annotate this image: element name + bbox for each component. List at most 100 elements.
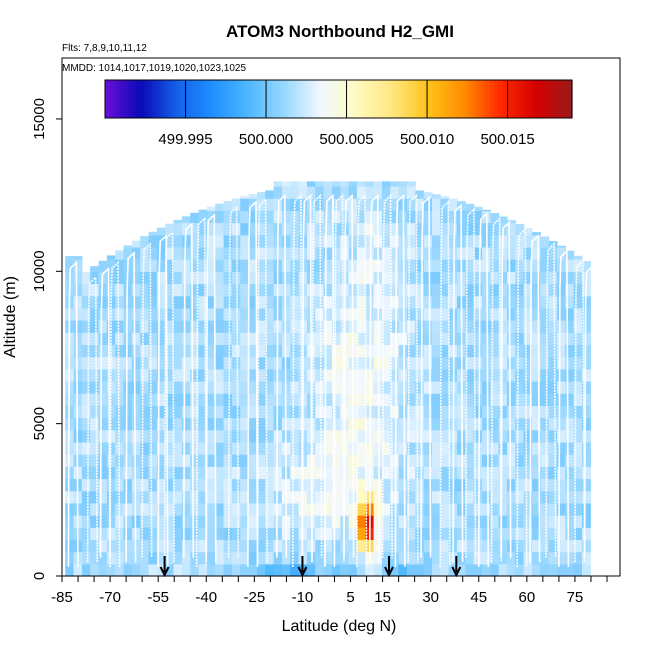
heatmap-cell xyxy=(515,283,525,297)
heatmap-cell xyxy=(231,222,241,236)
heatmap-cell xyxy=(223,405,233,419)
heatmap-cell xyxy=(331,478,341,492)
heatmap-cell xyxy=(531,563,541,577)
heatmap-cell xyxy=(465,490,475,504)
heatmap-cell xyxy=(581,332,591,346)
heatmap-cell xyxy=(456,478,466,492)
heatmap-cell xyxy=(340,198,350,211)
arrow-marker xyxy=(297,556,308,578)
heatmap-cell xyxy=(290,380,300,394)
heatmap-cell xyxy=(565,502,575,516)
heatmap-cell xyxy=(65,515,75,528)
heatmap-cell xyxy=(531,466,541,480)
heatmap-cell xyxy=(581,417,591,431)
heatmap-cell xyxy=(123,527,133,541)
heatmap-cell xyxy=(273,502,283,516)
heatmap-cell xyxy=(565,250,575,260)
heatmap-cell xyxy=(331,405,341,419)
heatmap-cell xyxy=(473,271,483,285)
heatmap-cell xyxy=(198,295,208,309)
heatmap-cell xyxy=(481,466,491,480)
heatmap-cell xyxy=(356,307,366,321)
colorbar-segment xyxy=(501,80,507,118)
heatmap-cell xyxy=(423,490,433,504)
heatmap-cell xyxy=(256,393,266,406)
heatmap-cell xyxy=(265,405,275,419)
heatmap-cell xyxy=(240,283,250,297)
heatmap-cell xyxy=(506,246,516,260)
heatmap-cell xyxy=(173,551,183,565)
heatmap-cell xyxy=(173,417,183,431)
heatmap-cell xyxy=(215,515,225,528)
heatmap-cell xyxy=(123,246,133,260)
heatmap-cell xyxy=(265,417,275,431)
heatmap-cell xyxy=(190,234,200,248)
heatmap-cell xyxy=(198,356,208,370)
heatmap-cell xyxy=(456,539,466,553)
heatmap-cell xyxy=(240,441,250,455)
heatmap-cell xyxy=(106,441,116,455)
heatmap-cell xyxy=(140,393,150,406)
heatmap-cell xyxy=(115,344,125,358)
heatmap-cell xyxy=(131,307,141,321)
heatmap-cell xyxy=(248,246,258,260)
heatmap-cell xyxy=(531,234,541,248)
heatmap-cell xyxy=(140,368,150,382)
heatmap-cell xyxy=(581,539,591,553)
heatmap-cell xyxy=(473,206,483,211)
heatmap-cell xyxy=(173,219,183,224)
heatmap-cell xyxy=(140,502,150,516)
heatmap-cell xyxy=(223,307,233,321)
heatmap-cell xyxy=(215,551,225,565)
heatmap-cell xyxy=(148,405,158,419)
heatmap-cell xyxy=(73,259,83,272)
heatmap-cell xyxy=(231,393,241,406)
heatmap-cell xyxy=(198,234,208,248)
heatmap-cell xyxy=(365,283,375,297)
heatmap-cell xyxy=(156,405,166,419)
heatmap-cell xyxy=(548,271,558,285)
heatmap-cell xyxy=(165,380,175,394)
heatmap-cell xyxy=(356,344,366,358)
colorbar-segment xyxy=(299,80,305,118)
heatmap-cell xyxy=(306,210,316,224)
colorbar-segment xyxy=(420,80,425,118)
heatmap-cell xyxy=(131,246,141,260)
heatmap-cell xyxy=(331,466,341,480)
heatmap-cell xyxy=(540,283,550,297)
heatmap-cell xyxy=(415,454,425,467)
heatmap-cell xyxy=(431,295,441,309)
heatmap-cell xyxy=(415,405,425,419)
heatmap-cell xyxy=(456,490,466,504)
heatmap-cell xyxy=(131,417,141,431)
heatmap-cell xyxy=(515,502,525,516)
heatmap-cell xyxy=(198,271,208,285)
heatmap-cell xyxy=(406,356,416,370)
heatmap-cell xyxy=(173,429,183,443)
heatmap-cell xyxy=(290,320,300,333)
heatmap-cell xyxy=(573,271,583,285)
heatmap-cell xyxy=(198,332,208,346)
heatmap-cell xyxy=(106,551,116,565)
heatmap-cell xyxy=(548,259,558,272)
colorbar-segment xyxy=(330,80,336,118)
heatmap-cell xyxy=(331,551,341,565)
heatmap-cell xyxy=(123,295,133,309)
colorbar-segment xyxy=(233,80,238,118)
heatmap-cell xyxy=(573,515,583,528)
heatmap-cell xyxy=(415,332,425,346)
heatmap-cell xyxy=(506,222,516,236)
colorbar-segment xyxy=(431,80,437,118)
colorbar-segment xyxy=(525,80,530,118)
heatmap-cell xyxy=(423,332,433,346)
heatmap-cell xyxy=(540,393,550,406)
heatmap-cell xyxy=(398,405,408,419)
heatmap-cell xyxy=(573,393,583,406)
flight-profile-line xyxy=(275,193,288,558)
heatmap-cell xyxy=(431,551,441,565)
heatmap-cell xyxy=(531,232,541,236)
heatmap-cell xyxy=(190,344,200,358)
heatmap-cell xyxy=(156,332,166,346)
heatmap-cell xyxy=(531,356,541,370)
heatmap-cell xyxy=(290,181,300,187)
